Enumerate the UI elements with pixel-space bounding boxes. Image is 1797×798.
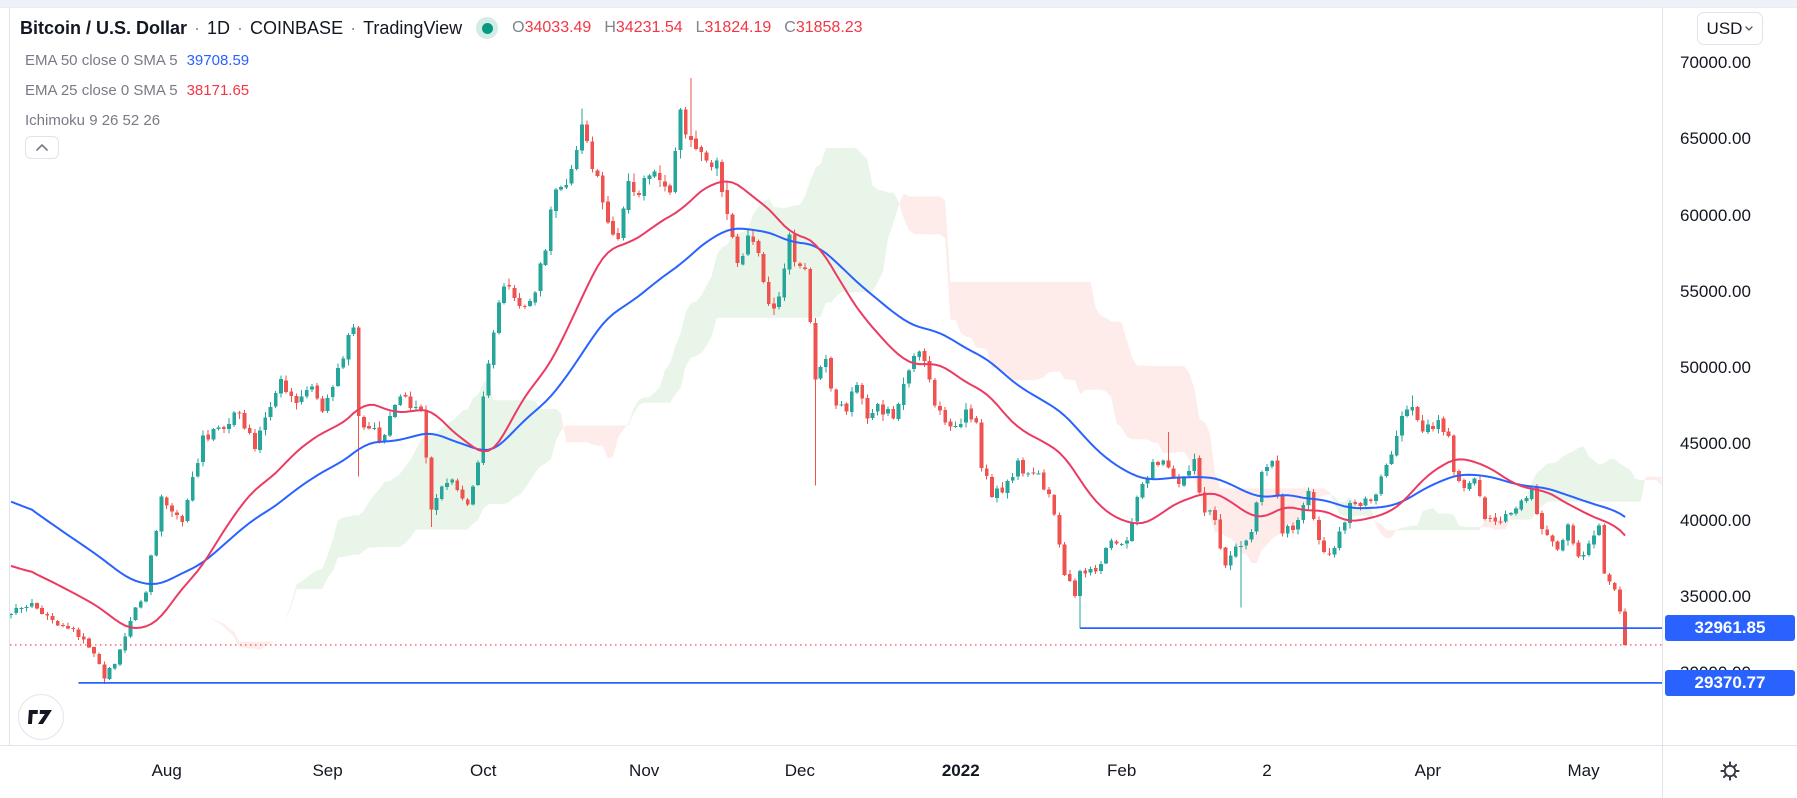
interval-label: 1D [207,17,231,38]
indicator-row-ema50[interactable]: EMA 50 close 0 SMA 5 39708.59 [25,52,250,69]
price-tick-label: 65000.00 [1680,129,1751,149]
price-tick-label: 40000.00 [1680,510,1751,530]
indicator-row-ichimoku[interactable]: Ichimoku 9 26 52 26 [25,112,161,129]
price-line-badge: 29370.77 [1665,669,1795,696]
month-label: Aug [151,761,182,780]
left-panel-edge [0,8,10,798]
symbol-title-row[interactable]: Bitcoin / U.S. Dollar · 1D · COINBASE · Tradin… [20,16,863,40]
price-tick-label: 50000.00 [1680,358,1751,378]
currency-button[interactable]: USD [1697,12,1763,45]
collapse-legend-button[interactable] [25,136,59,159]
indicator-row-ema25[interactable]: EMA 25 close 0 SMA 5 38171.65 [25,82,250,99]
ohlc-values: O34033.49 H34231.54 L31824.19 C31858.23 [512,19,863,36]
price-tick-label: 45000.00 [1680,434,1751,454]
axis-divider [1662,745,1663,798]
price-line-badge: 32961.85 [1665,615,1795,642]
price-axis[interactable]: USD 32961.85 29370.77 70000.00 65000.00 60… [1662,8,1797,745]
window-top-strip [0,0,1797,8]
tradingview-logo[interactable] [18,694,64,740]
month-label: 2022 [941,761,980,780]
month-label: Apr [1414,761,1442,780]
ema25-value: 38171.65 [186,82,250,99]
month-label: Nov [629,761,660,780]
month-label: Feb [1107,761,1137,780]
chevron-up-icon [36,144,48,151]
month-label: Sep [312,761,343,780]
symbol-title: Bitcoin / U.S. Dollar · 1D · COINBASE · Tradin… [20,17,463,38]
time-axis[interactable]: Aug Sep Oct Nov Dec 2022 Feb 2 Apr May [0,745,1797,798]
month-label: May [1567,761,1600,780]
exchange-label: COINBASE [250,17,344,38]
candlestick-chart[interactable] [10,8,1662,745]
support-rays[interactable] [78,627,1662,684]
month-label: Dec [784,761,815,780]
tradingview-logo-icon [28,710,52,724]
price-tick-label: 70000.00 [1680,52,1751,72]
month-label: Oct [470,761,497,780]
month-label: 2 [1262,761,1272,780]
ema-lines [10,180,1626,629]
chevron-down-icon [1745,26,1754,31]
market-status-dot-icon[interactable] [476,17,499,39]
price-tick-label: 35000.00 [1680,586,1751,606]
provider-label: TradingView [363,17,463,38]
price-tick-label: 55000.00 [1680,281,1751,301]
chart-pane[interactable]: Bitcoin / U.S. Dollar · 1D · COINBASE · Tradin… [10,8,1662,745]
ema50-value: 39708.59 [186,52,250,69]
candles-layer [10,78,1627,684]
gear-icon[interactable] [1717,758,1743,784]
price-tick-label: 60000.00 [1680,205,1751,225]
ichimoku-cloud [145,147,1662,651]
